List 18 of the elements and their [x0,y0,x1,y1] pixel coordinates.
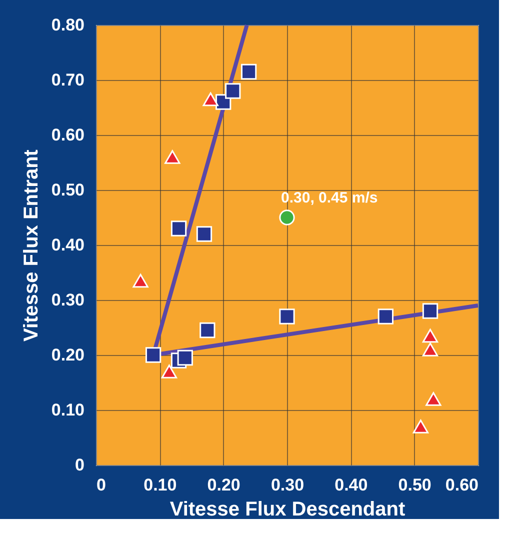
y-tick-label: 0.80 [51,16,84,34]
x-tick-label: 0.40 [334,476,368,494]
y-tick-label: 0.40 [51,236,84,254]
y-tick-label: 0.20 [51,346,84,364]
y-tick-label: 0.50 [51,180,84,200]
x-tick-label: 0.20 [207,476,240,494]
y-tick-label: 0.30 [51,290,84,310]
x-tick-label: 0.30 [270,476,304,494]
x-tick-label: 0.10 [144,476,177,494]
y-tick-label: 0.70 [51,70,84,90]
y-axis-title: Vitesse Flux Entrant [20,149,42,342]
y-tick-label: 0.60 [51,126,84,144]
x-tick-label: 0.60 [445,476,478,494]
x-axis-title: Vitesse Flux Descendant [170,498,406,520]
x-tick-label: 0 [96,476,106,494]
x-tick-label: 0.50 [398,476,432,494]
y-tick-label: 0.10 [51,400,84,420]
y-tick-label: 0 [75,456,84,474]
